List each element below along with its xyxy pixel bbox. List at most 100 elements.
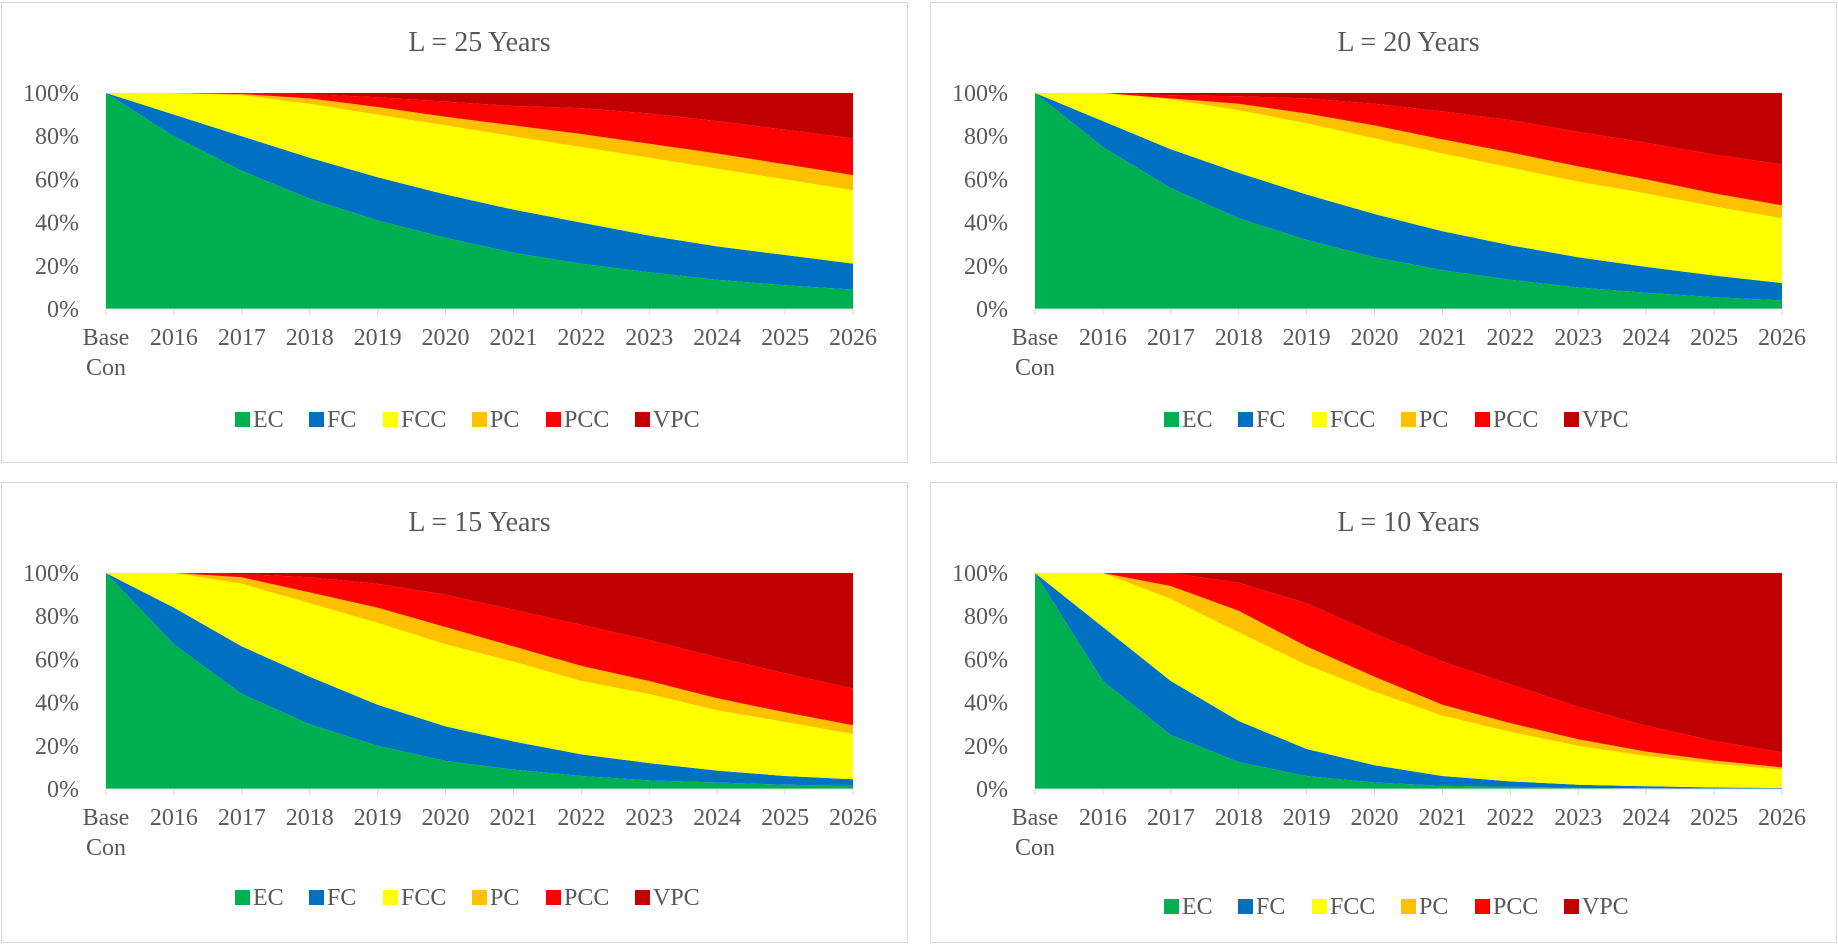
area-series-fcc	[1035, 573, 1782, 788]
chart-svg: L = 25 Years 0% 20% 40% 60% 80% 100% Base Con 201…	[23, 27, 877, 433]
y-tick-label: 20%	[964, 734, 1008, 760]
x-tick-label: 2019	[1283, 325, 1331, 351]
legend-item-ec: EC	[1164, 407, 1213, 433]
y-tick-label: 100%	[23, 81, 79, 107]
area-series-pc	[106, 573, 853, 734]
x-tick-label: 2025	[761, 325, 809, 351]
legend-label: VPC	[653, 407, 700, 433]
y-tick-label: 80%	[964, 604, 1008, 630]
x-tick-label: 2019	[354, 325, 402, 351]
legend-item-vpc: VPC	[635, 407, 700, 433]
x-tick-label: 2021	[489, 805, 537, 831]
y-tick-label: 0%	[976, 297, 1008, 323]
area-series-ec	[106, 573, 853, 789]
x-tick-label: 2025	[761, 805, 809, 831]
legend-swatch	[1164, 412, 1179, 427]
legend-label: FCC	[1330, 894, 1375, 920]
x-tick-label: Base Con	[1012, 325, 1059, 381]
area-series-pcc	[106, 573, 853, 726]
x-tick-label: 2018	[286, 325, 334, 351]
x-tick-label: 2022	[557, 805, 605, 831]
legend-swatch	[1564, 899, 1579, 914]
x-tick-label: 2019	[354, 805, 402, 831]
y-tick-label: 60%	[964, 647, 1008, 673]
legend-label: FCC	[1330, 407, 1375, 433]
legend-label: PCC	[564, 885, 609, 911]
x-tick-label: 2020	[422, 325, 470, 351]
legend-swatch	[546, 412, 561, 427]
legend-item-ec: EC	[235, 885, 284, 911]
legend-swatch	[1475, 899, 1490, 914]
x-tick-label: 2017	[218, 805, 266, 831]
legend-item-fcc: FCC	[383, 885, 446, 911]
legend-item-fc: FC	[309, 407, 356, 433]
chart-panel-15-years: L = 15 Years 0% 20% 40% 60% 80% 100% Base Con 201…	[1, 482, 908, 943]
legend-item-pcc: PCC	[1475, 894, 1538, 920]
legend-label: PCC	[1493, 407, 1538, 433]
x-tick-label: Base Con	[83, 325, 130, 381]
y-tick-label: 100%	[23, 561, 79, 587]
legend-swatch	[1238, 899, 1253, 914]
legend-item-vpc: VPC	[635, 885, 700, 911]
chart-title: L = 25 Years	[408, 27, 550, 58]
legend-label: FC	[327, 407, 356, 433]
x-tick-label: Base Con	[1012, 805, 1059, 861]
legend-label: VPC	[1582, 894, 1629, 920]
y-tick-label: 40%	[35, 691, 79, 717]
y-tick-label: 60%	[35, 167, 79, 193]
legend-swatch	[383, 412, 398, 427]
legend-label: FC	[327, 885, 356, 911]
y-tick-label: 0%	[47, 777, 79, 803]
legend-item-pc: PC	[1401, 894, 1448, 920]
y-tick-label: 40%	[964, 211, 1008, 237]
legend-swatch	[235, 890, 250, 905]
area-series-vpc	[106, 93, 853, 139]
area-series-fc	[106, 573, 853, 786]
x-tick-label: 2022	[1486, 805, 1534, 831]
x-tick-label: 2017	[218, 325, 266, 351]
legend-item-vpc: VPC	[1564, 894, 1629, 920]
area-series-fcc	[106, 93, 853, 264]
x-tick-label: 2016	[1079, 805, 1127, 831]
chart-title: L = 20 Years	[1337, 27, 1479, 58]
legend-swatch	[1401, 899, 1416, 914]
legend-item-fcc: FCC	[383, 407, 446, 433]
x-tick-label: 2018	[286, 805, 334, 831]
legend-label: FC	[1256, 407, 1285, 433]
legend-swatch	[1238, 412, 1253, 427]
legend-swatch	[472, 412, 487, 427]
x-tick-label: 2026	[829, 805, 877, 831]
x-tick-label: 2018	[1215, 325, 1263, 351]
x-tick-label: 2020	[422, 805, 470, 831]
chart-panel-25-years: L = 25 Years 0% 20% 40% 60% 80% 100% Base Con 201…	[1, 2, 908, 463]
x-tick-label: 2016	[150, 805, 198, 831]
chart-panel-10-years: L = 10 Years 0% 20% 40% 60% 80% 100% Base Con 201…	[930, 482, 1837, 943]
legend-swatch	[546, 890, 561, 905]
x-tick-label: 2024	[693, 325, 741, 351]
y-tick-label: 20%	[35, 734, 79, 760]
chart-svg: L = 20 Years 0% 20% 40% 60% 80% 100% Base Con 201…	[952, 27, 1806, 433]
chart-svg: L = 15 Years 0% 20% 40% 60% 80% 100% Base Con 201…	[23, 507, 877, 911]
legend-item-vpc: VPC	[1564, 407, 1629, 433]
legend-swatch	[1164, 899, 1179, 914]
legend-item-fcc: FCC	[1312, 407, 1375, 433]
legend-label: FCC	[401, 885, 446, 911]
chart-panel-20-years: L = 20 Years 0% 20% 40% 60% 80% 100% Base Con 201…	[930, 2, 1837, 463]
y-tick-label: 20%	[35, 254, 79, 280]
x-tick-label: 2021	[489, 325, 537, 351]
x-tick-label: 2023	[1554, 805, 1602, 831]
legend-swatch	[472, 890, 487, 905]
x-tick-label: 2018	[1215, 805, 1263, 831]
y-tick-label: 60%	[964, 167, 1008, 193]
area-series-fc	[1035, 93, 1782, 301]
y-tick-label: 0%	[47, 297, 79, 323]
area-series-pcc	[1035, 573, 1782, 768]
x-tick-label: 2023	[625, 805, 673, 831]
y-tick-label: 100%	[952, 81, 1008, 107]
x-tick-label: 2016	[1079, 325, 1127, 351]
x-tick-label: 2025	[1690, 325, 1738, 351]
x-tick-label: 2023	[625, 325, 673, 351]
area-series-ec	[1035, 93, 1782, 309]
x-tick-label: 2021	[1418, 805, 1466, 831]
legend-item-pcc: PCC	[1475, 407, 1538, 433]
